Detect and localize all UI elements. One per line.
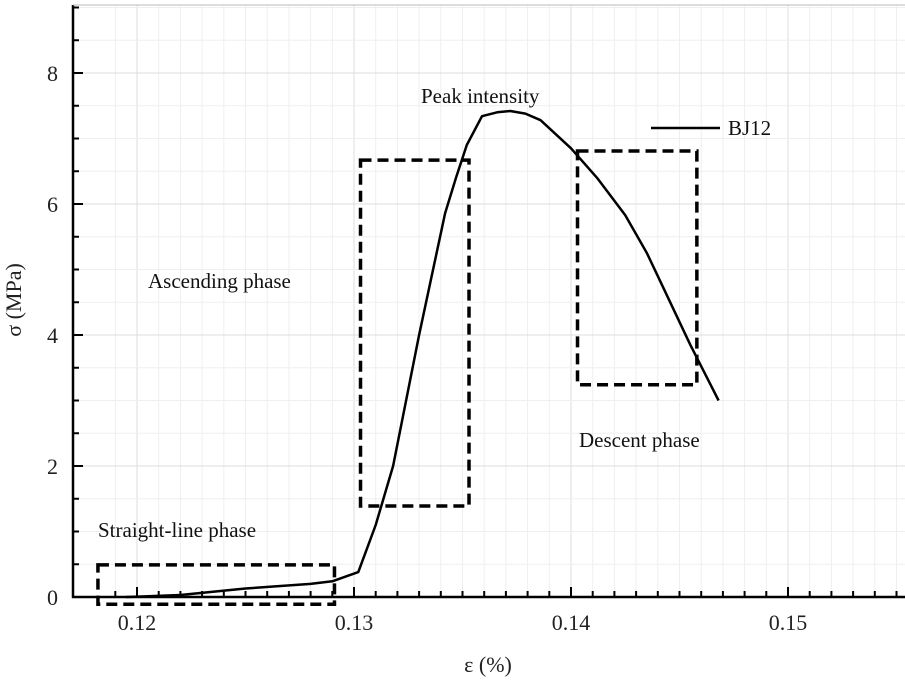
- x-axis-label: ε (%): [464, 652, 512, 677]
- y-axis-label: σ (MPa): [1, 263, 26, 337]
- legend-label-bj12: BJ12: [728, 116, 771, 140]
- series-line-bj12: [126, 109, 720, 599]
- y-tick-label: 4: [47, 323, 58, 348]
- grid: [73, 5, 905, 597]
- y-tick-label: 8: [47, 61, 58, 86]
- region-label-descent: Descent phase: [579, 428, 700, 452]
- x-tick-label: 0.15: [769, 610, 808, 635]
- y-tick-label: 2: [47, 454, 58, 479]
- region-label-straight-line: Straight-line phase: [98, 518, 256, 542]
- series: [126, 109, 720, 599]
- phase-regions: [96, 149, 699, 606]
- y-tick-label: 0: [47, 585, 58, 610]
- x-tick-label: 0.13: [335, 610, 374, 635]
- annotation-peak-intensity: Peak intensity: [421, 84, 540, 108]
- region-box-2: [358, 158, 471, 508]
- legend: BJ12: [651, 116, 771, 140]
- region-box-1: [96, 563, 337, 606]
- x-tick-label: 0.12: [118, 610, 157, 635]
- region-label-ascending: Ascending phase: [148, 269, 291, 293]
- ticks: 0.12 0.13 0.14 0.15 0 2 4 6 8: [47, 6, 898, 635]
- region-box-3: [575, 149, 699, 387]
- y-tick-label: 6: [47, 192, 58, 217]
- x-tick-label: 0.14: [552, 610, 591, 635]
